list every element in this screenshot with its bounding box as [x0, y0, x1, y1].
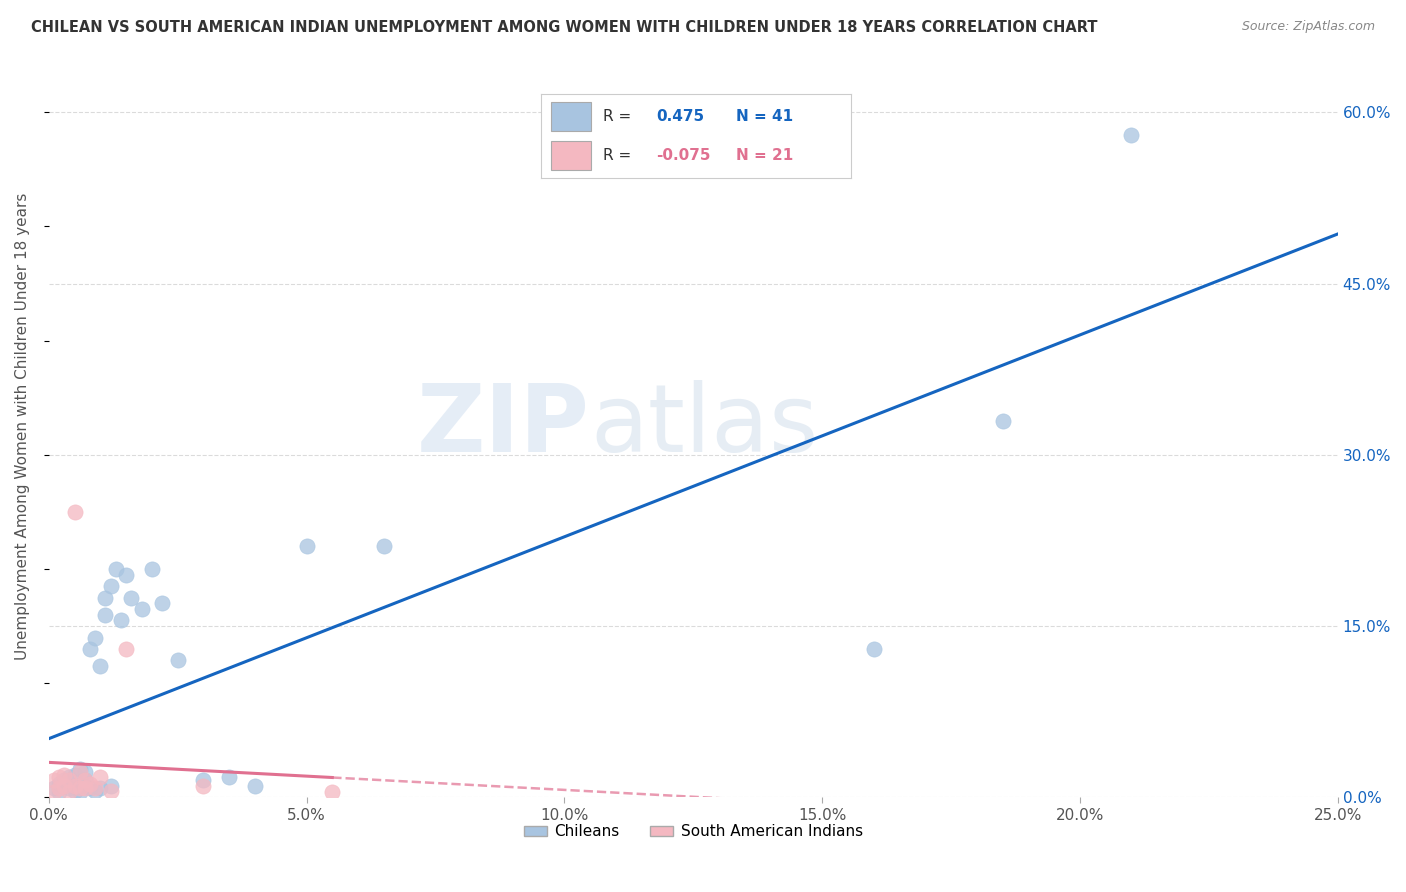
Point [48, 785, 70, 799]
Point [89, 781, 111, 796]
Point [73, 773, 96, 788]
Point [63, 783, 86, 797]
Point [73, 773, 96, 788]
Text: R =: R = [603, 109, 637, 124]
Point [69, 762, 91, 776]
Point [58, 770, 80, 784]
Point [295, 539, 318, 553]
Point [141, 562, 163, 576]
Point [991, 414, 1014, 428]
Point [48, 770, 70, 784]
FancyBboxPatch shape [551, 141, 591, 169]
Point [79, 642, 101, 657]
Point [100, 579, 122, 593]
Point [218, 770, 240, 784]
Point [48, 777, 70, 791]
Point [166, 653, 188, 667]
Point [63, 779, 86, 793]
Point [79, 781, 101, 796]
Point [84, 781, 107, 796]
Point [150, 596, 173, 610]
Point [100, 783, 122, 797]
Point [84, 783, 107, 797]
Text: Source: ZipAtlas.com: Source: ZipAtlas.com [1241, 20, 1375, 33]
Point [1121, 128, 1143, 142]
Point [89, 770, 111, 784]
Text: atlas: atlas [591, 380, 818, 472]
Point [373, 539, 395, 553]
Point [63, 505, 86, 519]
Point [104, 562, 127, 576]
Point [73, 765, 96, 780]
Text: N = 41: N = 41 [737, 109, 793, 124]
Point [120, 591, 142, 605]
Point [862, 642, 884, 657]
Point [115, 642, 138, 657]
Point [42, 781, 65, 796]
Point [110, 614, 132, 628]
Point [131, 602, 153, 616]
Text: R =: R = [603, 148, 637, 163]
Legend: Chileans, South American Indians: Chileans, South American Indians [517, 818, 869, 846]
Point [73, 781, 96, 796]
Point [53, 767, 76, 781]
Point [58, 781, 80, 796]
Point [58, 785, 80, 799]
Point [89, 659, 111, 673]
Point [53, 779, 76, 793]
Point [193, 773, 215, 788]
Point [100, 779, 122, 793]
Point [115, 567, 138, 582]
Point [48, 781, 70, 796]
Point [79, 777, 101, 791]
Point [94, 591, 117, 605]
Text: 0.475: 0.475 [655, 109, 704, 124]
Point [42, 773, 65, 788]
Point [193, 779, 215, 793]
Point [53, 773, 76, 788]
Point [73, 779, 96, 793]
Point [69, 785, 91, 799]
Point [42, 785, 65, 799]
Text: CHILEAN VS SOUTH AMERICAN INDIAN UNEMPLOYMENT AMONG WOMEN WITH CHILDREN UNDER 18: CHILEAN VS SOUTH AMERICAN INDIAN UNEMPLO… [31, 20, 1098, 35]
Point [69, 765, 91, 780]
Point [321, 785, 343, 799]
FancyBboxPatch shape [551, 103, 591, 131]
Point [243, 779, 266, 793]
Text: -0.075: -0.075 [655, 148, 710, 163]
Text: N = 21: N = 21 [737, 148, 793, 163]
Point [69, 781, 91, 796]
Point [58, 773, 80, 788]
Point [69, 779, 91, 793]
Text: ZIP: ZIP [418, 380, 591, 472]
Y-axis label: Unemployment Among Women with Children Under 18 years: Unemployment Among Women with Children U… [15, 193, 30, 660]
Point [84, 631, 107, 645]
Point [53, 779, 76, 793]
Point [94, 607, 117, 622]
Point [63, 767, 86, 781]
